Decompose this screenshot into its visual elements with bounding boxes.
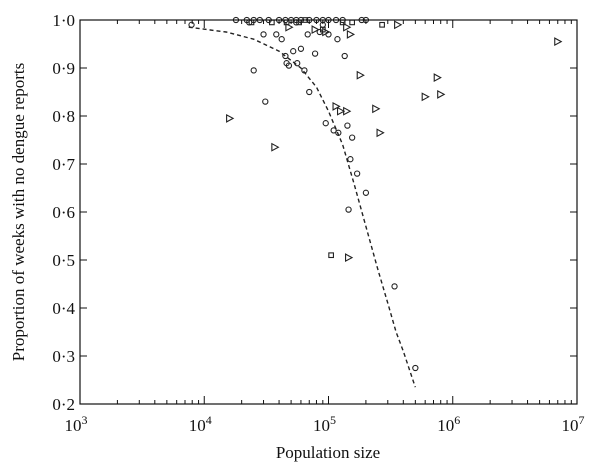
x-tick-label: 107 <box>562 413 585 435</box>
y-tick-label: 0·7 <box>52 155 75 174</box>
data-point-square <box>349 19 355 26</box>
data-point-triangle <box>336 106 346 116</box>
data-points-layer <box>188 16 563 372</box>
data-point-circle <box>341 52 348 60</box>
data-point-triangle <box>376 128 385 138</box>
data-point-circle <box>353 170 361 177</box>
data-point-circle <box>348 134 356 141</box>
data-point-circle <box>334 36 341 43</box>
data-point-circle <box>290 48 297 55</box>
data-point-triangle <box>394 20 403 30</box>
y-tick-label: 0·6 <box>52 203 75 222</box>
data-point-triangle <box>332 101 341 111</box>
data-point-triangle <box>433 73 442 83</box>
x-axis: 103 104 105 106 107 <box>65 20 585 435</box>
data-point-circle <box>322 120 329 127</box>
data-point-circle <box>301 67 308 74</box>
data-point-circle <box>278 36 285 43</box>
data-point-circle <box>273 31 280 38</box>
data-point-triangle <box>271 142 280 152</box>
data-point-triangle <box>322 27 331 37</box>
data-point-circle <box>260 31 267 38</box>
data-point-circle <box>262 98 269 105</box>
data-point-circle <box>297 45 305 52</box>
plot-frame <box>79 19 578 405</box>
y-tick-label: 0·3 <box>52 347 75 366</box>
data-point-square <box>328 252 334 259</box>
data-point-circle <box>282 52 289 60</box>
data-point-circle <box>335 129 342 136</box>
data-point-triangle <box>343 106 352 116</box>
data-point-circle <box>250 67 257 74</box>
y-tick-label: 1·0 <box>52 11 75 30</box>
data-point-circle <box>362 189 370 196</box>
data-point-circle <box>285 62 293 69</box>
data-point-circle <box>294 60 301 67</box>
y-tick-label: 0·5 <box>52 251 75 270</box>
data-point-triangle <box>311 25 320 35</box>
data-point-triangle <box>343 22 352 32</box>
data-point-square <box>379 21 385 28</box>
x-tick-label: 103 <box>65 413 88 435</box>
data-point-circle <box>330 127 337 134</box>
data-point-triangle <box>344 253 354 263</box>
x-tick-label: 104 <box>189 413 212 435</box>
y-tick-label: 0·9 <box>52 59 75 78</box>
data-point-triangle <box>285 22 294 32</box>
data-point-circle <box>391 283 398 290</box>
data-point-circle <box>347 156 354 163</box>
data-point-triangle <box>372 104 381 114</box>
data-point-circle <box>304 31 311 38</box>
data-point-circle <box>188 21 195 28</box>
data-point-triangle <box>346 29 356 39</box>
data-point-triangle <box>554 37 563 47</box>
fit-curve-layer <box>188 26 416 388</box>
data-point-circle <box>344 122 351 129</box>
x-tick-label: 106 <box>437 413 460 435</box>
y-tick-label: 0·4 <box>52 299 75 318</box>
y-tick-label: 0·8 <box>52 107 75 126</box>
data-point-triangle <box>226 113 235 123</box>
y-axis: 0·2 0·3 0·4 0·5 0·6 0·7 0·8 0·9 1·0 <box>52 11 577 414</box>
y-tick-label: 0·2 <box>52 395 75 414</box>
data-point-circle <box>311 50 319 57</box>
y-axis-label: Proportion of weeks with no dengue repor… <box>9 63 28 361</box>
data-point-circle <box>306 88 313 96</box>
x-tick-label: 105 <box>313 413 336 435</box>
data-point-circle <box>345 206 352 213</box>
x-axis-label: Population size <box>276 443 380 462</box>
data-point-triangle <box>356 70 365 80</box>
data-point-triangle <box>437 89 446 99</box>
fit-curve <box>188 26 416 388</box>
data-point-circle <box>412 364 419 372</box>
data-point-triangle <box>421 92 430 102</box>
